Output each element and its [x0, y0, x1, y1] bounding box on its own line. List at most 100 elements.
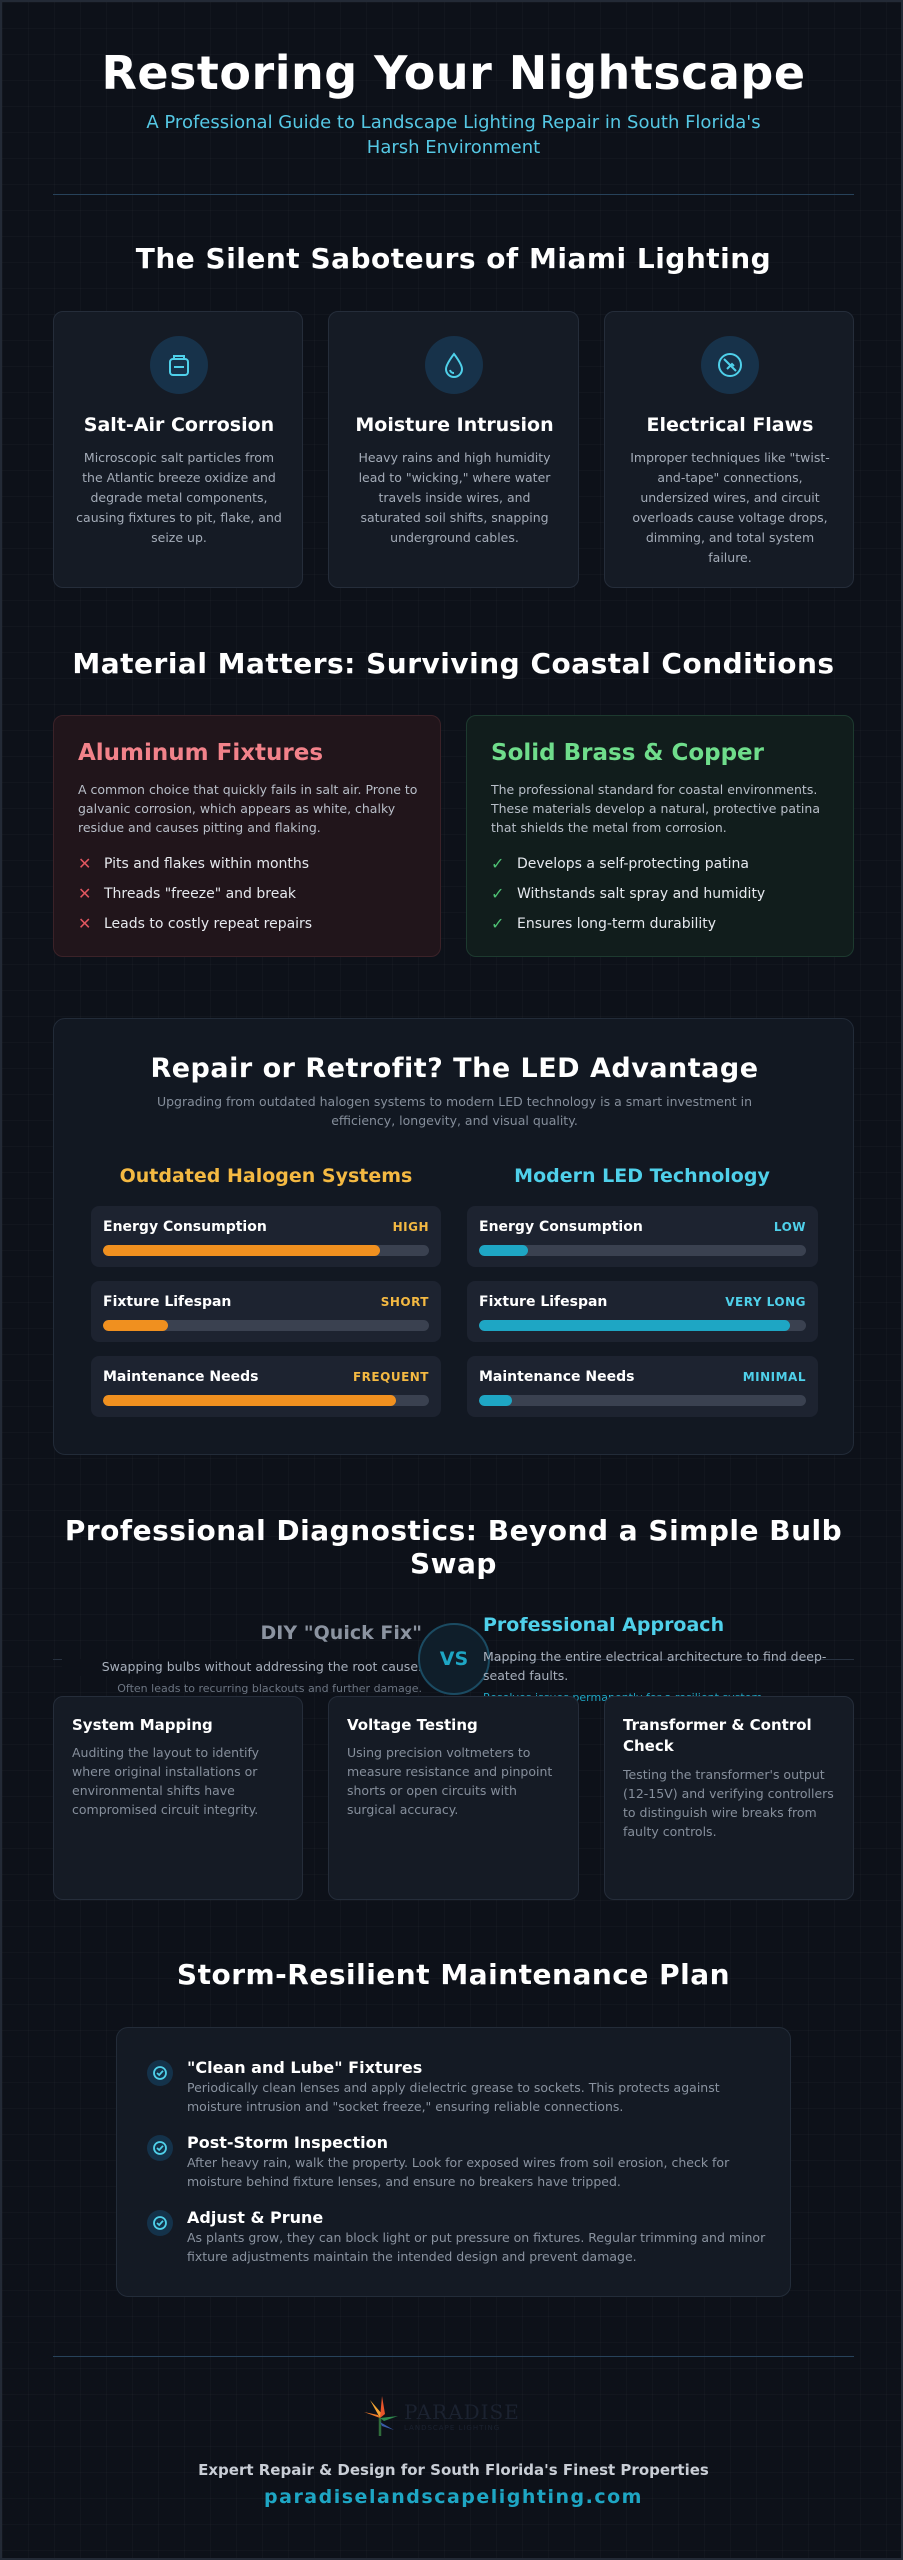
metric-label: Maintenance Needs: [479, 1369, 635, 1385]
maintenance-title: Storm-Resilient Maintenance Plan: [176, 1958, 731, 1991]
brass-item: ✓ Withstands salt spray and humidity: [491, 884, 765, 903]
aluminum-item: ✕ Threads "freeze" and break: [78, 884, 296, 903]
metric-level: VERY LONG: [725, 1295, 806, 1309]
metric-label: Energy Consumption: [103, 1219, 267, 1235]
maintenance-item-text: Periodically clean lenses and apply diel…: [187, 2080, 720, 2114]
metric-level: SHORT: [380, 1295, 429, 1309]
diy-note: Often leads to recurring blackouts and f…: [117, 1682, 422, 1695]
metric-label: Maintenance Needs: [103, 1369, 259, 1385]
page-title: Restoring Your Nightscape: [101, 46, 806, 100]
aluminum-item-label: Pits and flakes within months: [104, 855, 310, 872]
saboteur-card-salt: Salt-Air Corrosion Microscopic salt part…: [53, 311, 303, 588]
metric-bar-track: [103, 1320, 429, 1331]
diag-card-title: System Mapping: [72, 1716, 213, 1734]
metric-bar-fill: [479, 1245, 529, 1256]
aluminum-panel: Aluminum Fixtures A common choice that q…: [53, 715, 441, 957]
aluminum-item: ✕ Pits and flakes within months: [78, 854, 309, 873]
logo-text: PARADISE: [404, 2400, 520, 2424]
metric-level: FREQUENT: [352, 1370, 429, 1384]
salt-container-icon: [150, 336, 208, 394]
metric-bar-track: [103, 1395, 429, 1406]
diag-card-text: Testing the transformer's output (12-15V…: [623, 1767, 834, 1839]
metric-label: Fixture Lifespan: [103, 1294, 232, 1310]
maintenance-item-title: "Clean and Lube" Fixtures: [187, 2058, 423, 2077]
electrical-plug-icon: [701, 336, 759, 394]
diy-text: Swapping bulbs without addressing the ro…: [62, 1659, 422, 1676]
led-metric-lifespan: Fixture Lifespan VERY LONG: [467, 1281, 818, 1342]
bird-of-paradise-icon: [364, 2396, 398, 2436]
check-badge-icon: [147, 2060, 173, 2086]
pro-title: Professional Approach: [483, 1614, 725, 1636]
diy-title: DIY "Quick Fix": [260, 1622, 422, 1644]
halogen-column-title: Outdated Halogen Systems: [119, 1165, 413, 1187]
saboteur-text: Improper techniques like "twist-and-tape…: [630, 450, 830, 565]
metric-level: LOW: [773, 1220, 806, 1234]
materials-title: Material Matters: Surviving Coastal Cond…: [72, 647, 835, 680]
diag-card-title: Transformer & Control Check: [623, 1716, 812, 1755]
saboteur-text: Microscopic salt particles from the Atla…: [76, 450, 282, 545]
maintenance-item-text: After heavy rain, walk the property. Loo…: [187, 2155, 730, 2189]
metric-bar-fill: [103, 1320, 169, 1331]
metric-bar-fill: [103, 1245, 381, 1256]
metric-label: Fixture Lifespan: [479, 1294, 608, 1310]
diag-card-transformer-check: Transformer & Control Check Testing the …: [604, 1696, 854, 1900]
footer-divider: [53, 2356, 854, 2357]
brass-panel: Solid Brass & Copper The professional st…: [466, 715, 854, 957]
x-mark-icon: ✕: [78, 884, 92, 903]
website-link[interactable]: paradiselandscapelighting.com: [264, 2486, 643, 2508]
logo-subtext: LANDSCAPE LIGHTING: [404, 2424, 501, 2432]
brass-item: ✓ Ensures long-term durability: [491, 914, 716, 933]
maintenance-panel: "Clean and Lube" Fixtures Periodically c…: [116, 2027, 791, 2297]
brass-title: Solid Brass & Copper: [491, 740, 765, 766]
led-metric-maintenance: Maintenance Needs MINIMAL: [467, 1356, 818, 1417]
maintenance-item-text: As plants grow, they can block light or …: [187, 2230, 766, 2264]
saboteur-title: Salt-Air Corrosion: [83, 414, 275, 436]
pro-text: Mapping the entire electrical architectu…: [483, 1649, 827, 1683]
maintenance-item-title: Post-Storm Inspection: [187, 2133, 388, 2152]
aluminum-item-label: Leads to costly repeat repairs: [104, 915, 313, 932]
halogen-metric-energy: Energy Consumption HIGH: [91, 1206, 441, 1267]
saboteur-text: Heavy rains and high humidity lead to "w…: [358, 450, 551, 545]
check-mark-icon: ✓: [491, 884, 505, 903]
brass-item: ✓ Develops a self-protecting patina: [491, 854, 749, 873]
brass-item-label: Ensures long-term durability: [517, 915, 717, 932]
aluminum-item-label: Threads "freeze" and break: [104, 885, 297, 902]
aluminum-title: Aluminum Fixtures: [78, 740, 324, 766]
diag-card-system-mapping: System Mapping Auditing the layout to id…: [53, 1696, 303, 1900]
check-mark-icon: ✓: [491, 854, 505, 873]
aluminum-text: A common choice that quickly fails in sa…: [78, 782, 418, 835]
vs-label: VS: [439, 1648, 469, 1670]
halogen-metric-lifespan: Fixture Lifespan SHORT: [91, 1281, 441, 1342]
vs-badge: VS: [418, 1623, 490, 1695]
footer-tagline: Expert Repair & Design for South Florida…: [198, 2461, 709, 2479]
company-logo: PARADISE LANDSCAPE LIGHTING: [358, 2390, 558, 2442]
metric-bar-fill: [103, 1395, 397, 1406]
metric-bar-track: [479, 1320, 806, 1331]
check-badge-icon: [147, 2210, 173, 2236]
metric-bar-track: [479, 1395, 806, 1406]
metric-bar-track: [479, 1245, 806, 1256]
diag-card-text: Using precision voltmeters to measure re…: [347, 1745, 553, 1817]
saboteurs-title: The Silent Saboteurs of Miami Lighting: [135, 242, 772, 275]
led-metric-energy: Energy Consumption LOW: [467, 1206, 818, 1267]
led-column-title: Modern LED Technology: [514, 1165, 770, 1187]
divider: [53, 194, 854, 195]
saboteur-card-electrical: Electrical Flaws Improper techniques lik…: [604, 311, 854, 588]
diagnostics-title: Professional Diagnostics: Beyond a Simpl…: [64, 1514, 843, 1580]
metric-bar-track: [103, 1245, 429, 1256]
diag-card-title: Voltage Testing: [347, 1716, 478, 1734]
led-subtitle: Upgrading from outdated halogen systems …: [156, 1094, 753, 1128]
check-badge-icon: [147, 2135, 173, 2161]
metric-bar-fill: [479, 1320, 790, 1331]
maintenance-item-title: Adjust & Prune: [187, 2208, 324, 2227]
brass-item-label: Withstands salt spray and humidity: [517, 885, 766, 902]
metric-level: HIGH: [392, 1220, 429, 1234]
metric-level: MINIMAL: [742, 1370, 806, 1384]
diag-card-text: Auditing the layout to identify where or…: [72, 1745, 260, 1817]
check-mark-icon: ✓: [491, 914, 505, 933]
saboteur-title: Electrical Flaws: [646, 414, 814, 436]
led-title: Repair or Retrofit? The LED Advantage: [150, 1053, 759, 1084]
aluminum-item: ✕ Leads to costly repeat repairs: [78, 914, 312, 933]
saboteur-card-moisture: Moisture Intrusion Heavy rains and high …: [328, 311, 579, 588]
